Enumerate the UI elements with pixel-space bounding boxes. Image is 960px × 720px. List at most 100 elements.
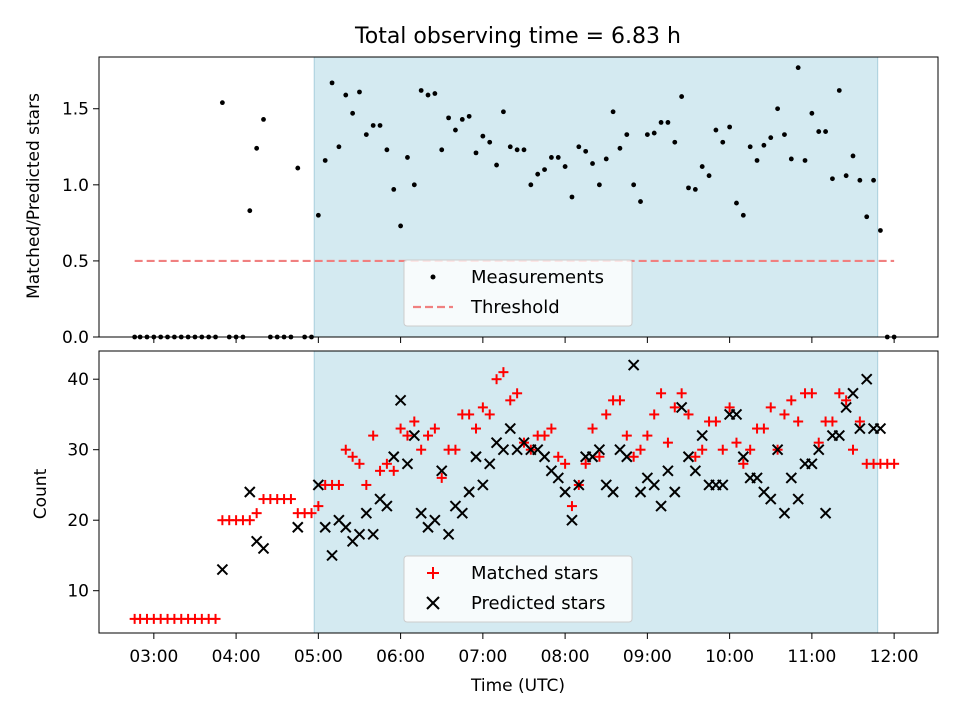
predicted-star-point [675, 401, 688, 414]
ratio-y-axis-label: Matched/Predicted stars [24, 93, 44, 299]
legend-measurements-label: Measurements [471, 267, 604, 288]
matched-star-point [375, 465, 386, 476]
predicted-star-point [819, 507, 832, 519]
ratio-panel: Measurements Threshold 0.0 0.5 1.0 1.5 Tota… [24, 24, 939, 348]
measurement-point [782, 132, 787, 138]
matched-star-point [423, 430, 434, 441]
measurement-point [439, 147, 445, 153]
legend-box [403, 555, 633, 623]
matched-star-point [813, 437, 824, 448]
predicted-star-point [388, 451, 400, 463]
matched-star-point [765, 402, 776, 413]
measurement-point [747, 144, 753, 150]
predicted-star-point [751, 472, 763, 484]
measurement-point [603, 156, 609, 162]
y-tick-label: 0.5 [62, 252, 89, 272]
predicted-star-point [785, 472, 798, 484]
matched-star-point [854, 416, 865, 427]
predicted-star-point [429, 514, 441, 526]
predicted-star-point [552, 472, 564, 484]
count-x-ticks: 03:00 04:00 05:00 06:00 07:00 08:00 09:00 10:00… [129, 633, 919, 667]
matched-star-point [889, 458, 900, 469]
matched-star-point [697, 444, 708, 455]
chart-title: Total observing time = 6.83 h [354, 24, 681, 49]
matched-star-point [471, 423, 482, 434]
ratio-axes-frame [98, 56, 939, 338]
matched-star-point [361, 479, 372, 490]
matched-star-point [806, 388, 817, 399]
measurement-point [734, 200, 739, 206]
measurement-point [336, 144, 342, 150]
matched-star-point [628, 451, 639, 462]
measurement-point [823, 129, 828, 134]
predicted-star-point [696, 429, 708, 442]
y-tick-label: 30 [67, 441, 89, 461]
matched-star-point [566, 501, 577, 512]
y-tick-label: 40 [67, 370, 89, 390]
matched-star-point [786, 395, 797, 406]
matched-star-point [402, 430, 413, 441]
matched-star-point [539, 430, 550, 441]
matched-star-point [244, 515, 255, 526]
measurement-point [507, 144, 513, 150]
x-axis-label: Time (UTC) [470, 676, 565, 696]
matched-star-point [285, 494, 296, 505]
matched-star-point [477, 402, 488, 413]
measurement-point [740, 212, 746, 218]
measurement-point [521, 147, 527, 153]
y-tick-label: 1.0 [62, 176, 89, 196]
measurement-point [466, 113, 472, 119]
legend-predicted-label: Predicted stars [471, 593, 605, 614]
predicted-star-point [813, 443, 825, 456]
predicted-star-point [847, 387, 859, 400]
matched-star-point [848, 444, 859, 455]
count-panel: Matched stars Predicted stars 10 20 30 40 0… [31, 350, 939, 696]
measurement-point [391, 186, 397, 192]
predicted-star-point [216, 563, 229, 576]
legend-threshold-label: Threshold [470, 297, 560, 318]
count-legend: Matched stars Predicted stars [403, 555, 633, 623]
measurement-point [761, 142, 767, 148]
matched-star-point [347, 451, 358, 462]
measurement-point [411, 182, 417, 188]
matched-star-point [649, 409, 660, 420]
measurement-point [453, 127, 458, 133]
matched-star-point [614, 395, 625, 406]
x-tick-label: 07:00 [458, 647, 507, 667]
predicted-star-point [456, 507, 468, 519]
y-tick-label: 20 [67, 511, 89, 531]
x-tick-label: 06:00 [376, 647, 425, 667]
matched-star-point [601, 409, 612, 420]
measurement-point [788, 156, 794, 162]
matched-star-point [333, 479, 344, 490]
measurement-point [857, 177, 863, 183]
matched-star-point [505, 395, 516, 406]
predicted-star-point [607, 486, 619, 498]
predicted-star-point [292, 521, 304, 533]
y-tick-label: 10 [67, 582, 89, 602]
predicted-star-point [874, 422, 887, 435]
measurement-point [658, 120, 664, 125]
count-y-axis-label: Count [31, 468, 51, 519]
matched-star-point [546, 423, 557, 434]
measurement-point [377, 123, 383, 128]
measurement-point [315, 212, 321, 218]
measurement-point [459, 116, 465, 122]
matched-star-point [683, 409, 694, 420]
matched-star-point [395, 423, 406, 434]
matched-star-point [416, 444, 427, 455]
predicted-star-point [353, 528, 366, 541]
predicted-star-point [737, 451, 750, 463]
y-tick-label: 1.5 [62, 100, 89, 120]
legend-box [403, 259, 633, 327]
predicted-star-point [689, 465, 702, 477]
matched-star-point [587, 423, 598, 434]
measurement-point [432, 91, 438, 96]
measurement-point [480, 133, 486, 139]
measurement-point [706, 173, 712, 179]
count-y-ticks: 10 20 30 40 [67, 370, 99, 602]
measurement-point [425, 92, 431, 98]
predicted-star-point [682, 451, 695, 463]
predicted-star-point [408, 429, 421, 442]
